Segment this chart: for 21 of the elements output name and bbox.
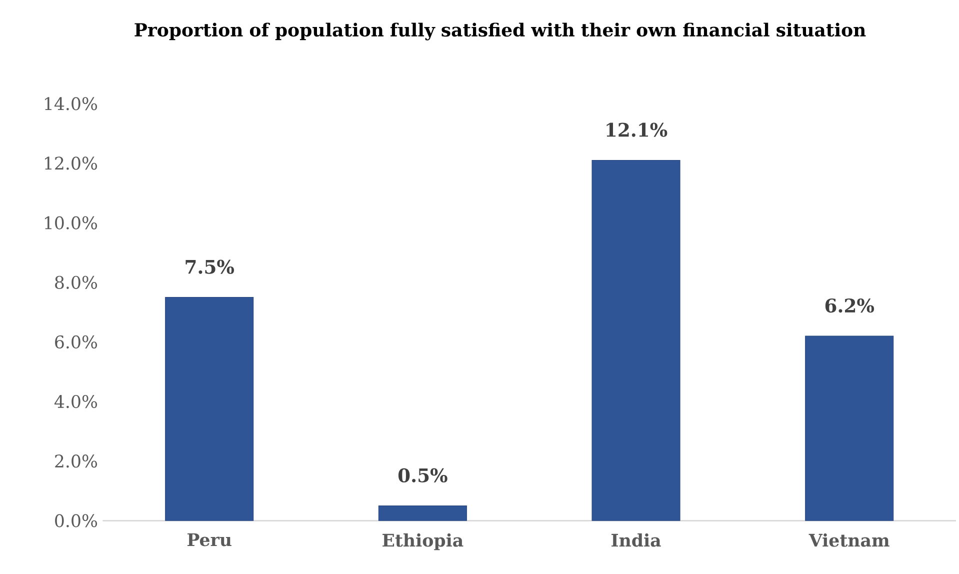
data-label: 6.2%	[825, 298, 874, 313]
bar	[592, 160, 680, 521]
y-tick-label: 8.0%	[55, 276, 97, 289]
y-tick-label: 12.0%	[45, 156, 97, 170]
x-tick-label: India	[612, 533, 661, 547]
x-tick-label: Vietnam	[808, 533, 890, 547]
y-tick-label: 6.0%	[55, 335, 97, 349]
bar	[165, 297, 254, 521]
data-label: 0.5%	[398, 468, 448, 482]
y-tick-label: 4.0%	[54, 394, 97, 408]
y-tick-label: 14.0%	[45, 97, 97, 110]
y-tick-label: 2.0%	[55, 454, 97, 468]
data-label: 12.1%	[606, 122, 668, 137]
y-tick-label: 0.0%	[55, 514, 97, 528]
y-tick-label: 10.0%	[45, 216, 97, 230]
x-tick-label: Ethiopia	[382, 533, 464, 550]
bar	[378, 506, 467, 521]
data-label: 7.5%	[186, 260, 234, 274]
bar	[805, 336, 894, 521]
x-tick-label: Peru	[187, 533, 232, 546]
chart-title: Proportion of population fully satisfied with their own financial situation	[134, 22, 866, 40]
